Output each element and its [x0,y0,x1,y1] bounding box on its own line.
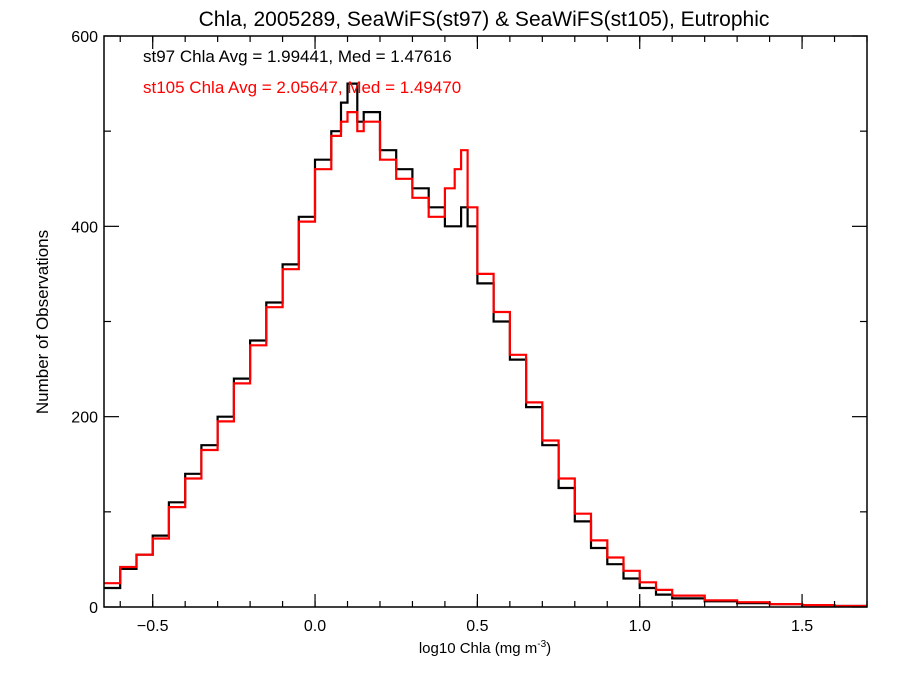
x-axis-label-main: log10 Chla (mg m [419,640,537,657]
series-layer [104,82,867,608]
x-tick-label: −0.5 [137,618,169,635]
x-axis-label-end: ) [546,640,551,657]
x-axis-label-superscript: -3 [537,639,546,650]
x-tick-label: 1.0 [629,618,651,635]
tick-layer: −0.5 0.0 0.5 1.0 1.5 0 200 400 600 [71,29,868,635]
annotation-st97: st97 Chla Avg = 1.99441, Med = 1.47616 [143,47,452,66]
x-tick-label: 0.0 [304,618,326,635]
x-tick-label: 1.5 [791,618,813,635]
annotation-st105: st105 Chla Avg = 2.05647, Med = 1.49470 [143,78,461,97]
x-tick-label: 0.5 [466,618,488,635]
y-tick-label: 200 [71,410,98,427]
plot-frame [103,35,868,608]
y-tick-label: 400 [71,219,98,236]
x-axis-label: log10 Chla (mg m-3) [419,639,551,657]
y-tick-label: 0 [89,600,98,617]
y-axis-label: Number of Observations [33,230,52,414]
chart-title: Chla, 2005289, SeaWiFS(st97) & SeaWiFS(s… [199,8,770,31]
series-line-0 [104,82,867,608]
series-line-1 [104,111,867,608]
y-tick-label: 600 [71,29,98,46]
